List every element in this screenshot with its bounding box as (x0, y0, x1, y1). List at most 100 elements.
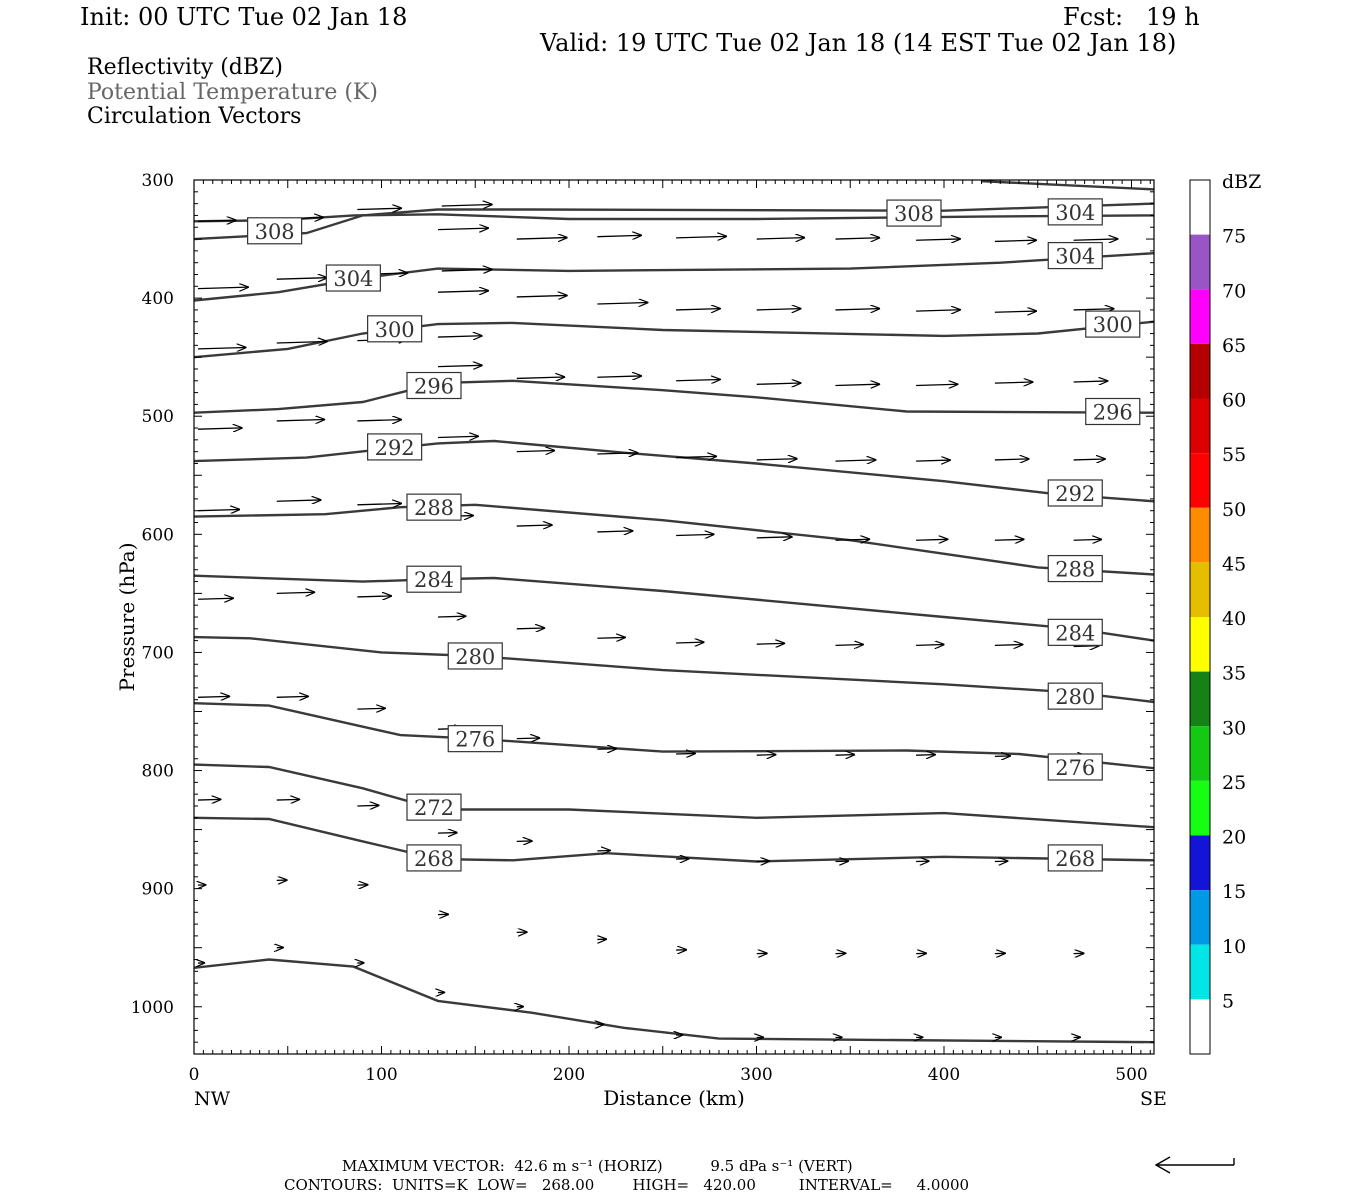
colorbar-tick-label: 35 (1222, 663, 1246, 685)
circulation-vector (597, 749, 616, 750)
circulation-vector (676, 379, 720, 380)
isentrope-line (193, 702, 1155, 770)
circulation-vector (676, 456, 716, 457)
isentrope-label: 304 (1047, 198, 1103, 226)
isentrope-label: 288 (1047, 554, 1103, 583)
circulation-vector (756, 537, 792, 538)
circulation-vector (597, 376, 641, 377)
circulation-vector (516, 525, 552, 526)
circulation-vector (597, 235, 641, 236)
circulation-vector (916, 460, 950, 461)
y-tick-label: 800 (142, 762, 174, 782)
svg-text:296: 296 (1093, 400, 1133, 424)
circulation-vector (357, 708, 385, 709)
circulation-vector (276, 420, 325, 421)
svg-text:284: 284 (414, 568, 454, 592)
isentrope-label: 288 (406, 493, 462, 521)
circulation-vector (437, 228, 488, 230)
y-tick-label: 600 (142, 525, 174, 545)
circulation-vector (835, 645, 864, 646)
circulation-vector (437, 336, 482, 337)
reference-vector (1154, 1156, 1235, 1174)
circulation-vector (597, 303, 647, 305)
circulation-vector (357, 596, 391, 597)
isentrope-line (193, 816, 1155, 863)
colorbar-swatch (1190, 507, 1210, 563)
colorbar-swatch (1190, 780, 1210, 836)
x-end-label-nw: NW (194, 1088, 231, 1110)
circulation-vector (597, 453, 637, 454)
circulation-vector (994, 539, 1024, 540)
colorbar-tick-label: 10 (1222, 936, 1246, 958)
y-tick-label: 1000 (131, 998, 174, 1018)
colorbar-swatch (1190, 944, 1210, 1000)
circulation-vector (835, 309, 880, 310)
circulation-vector (597, 531, 632, 532)
colorbar-tick-label: 75 (1222, 226, 1246, 248)
colorbar-frame (1189, 179, 1211, 1055)
circulation-vector (516, 451, 555, 452)
colorbar-swatch (1190, 180, 1210, 235)
circulation-vector (276, 696, 308, 697)
isentrope-line (193, 320, 1155, 359)
svg-text:276: 276 (455, 728, 495, 752)
isentrope-label: 308 (247, 217, 303, 245)
isentrope-label: 272 (406, 793, 462, 821)
max-vector-note: MAXIMUM VECTOR: 42.6 m s⁻¹ (HORIZ) 9.5 d… (342, 1157, 853, 1175)
x-tick-label: 400 (928, 1065, 960, 1085)
circulation-vector (197, 696, 229, 697)
svg-text:276: 276 (1055, 756, 1095, 780)
field-label-reflectivity: Reflectivity (dBZ) (87, 55, 283, 80)
svg-text:300: 300 (375, 318, 415, 342)
colorbar-swatch (1190, 343, 1210, 399)
circulation-vector (197, 347, 246, 348)
circulation-vector (916, 645, 944, 646)
circulation-vector (916, 755, 935, 756)
circulation-vector (676, 534, 714, 535)
svg-text:280: 280 (455, 645, 495, 669)
contour-info-note: CONTOURS: UNITS=K LOW= 268.00 HIGH= 420.… (284, 1176, 970, 1194)
circulation-vector (756, 755, 776, 756)
circulation-vector (835, 755, 855, 756)
field-label-circulation-vectors: Circulation Vectors (87, 104, 302, 129)
colorbar-swatch (1190, 398, 1210, 454)
circulation-vector (197, 287, 248, 289)
circulation-vector (357, 208, 401, 209)
x-tick-label: 0 (189, 1065, 200, 1085)
svg-text:272: 272 (414, 796, 454, 820)
isentrope-label: 268 (406, 844, 462, 872)
colorbar-tick-label: 25 (1222, 772, 1246, 794)
colorbar-swatch (1190, 234, 1210, 290)
circulation-vector (835, 238, 880, 239)
x-end-label-se: SE (1140, 1088, 1167, 1110)
circulation-vector (676, 642, 704, 643)
circulation-vector (994, 382, 1033, 383)
isentrope-label: 276 (447, 725, 503, 753)
isentrope-label: 300 (1085, 310, 1141, 338)
circulation-vector (1073, 381, 1108, 382)
circulation-vector (756, 459, 797, 460)
isentrope-label: 284 (1047, 618, 1103, 646)
isentrope-label: 276 (1047, 753, 1103, 781)
colorbar-tick-label: 55 (1222, 444, 1246, 466)
circulation-vector (676, 309, 720, 310)
contour-label-layer: 308 308 304 304 304 300 300 296 296 292 292 288 288 2… (247, 198, 1141, 872)
circulation-vector (437, 365, 482, 366)
circulation-vector (756, 643, 785, 644)
isentrope-line (193, 958, 1155, 1044)
isentrope-line (193, 213, 1155, 223)
circulation-vector (1073, 309, 1114, 310)
circulation-vector (276, 799, 300, 800)
circulation-vector (276, 278, 327, 280)
colorbar-swatch (1190, 617, 1210, 672)
colorbar-swatch (1190, 726, 1210, 781)
colorbar-tick-label: 30 (1222, 717, 1246, 739)
colorbar-tick-label: 60 (1222, 390, 1246, 412)
circulation-vector (1073, 239, 1118, 240)
isentrope-line (981, 180, 1155, 191)
colorbar-swatch (1190, 671, 1210, 727)
isentrope-label: 296 (406, 371, 462, 400)
circulation-vector (357, 503, 401, 504)
isentrope-label: 292 (1047, 479, 1103, 507)
svg-text:308: 308 (255, 220, 295, 244)
